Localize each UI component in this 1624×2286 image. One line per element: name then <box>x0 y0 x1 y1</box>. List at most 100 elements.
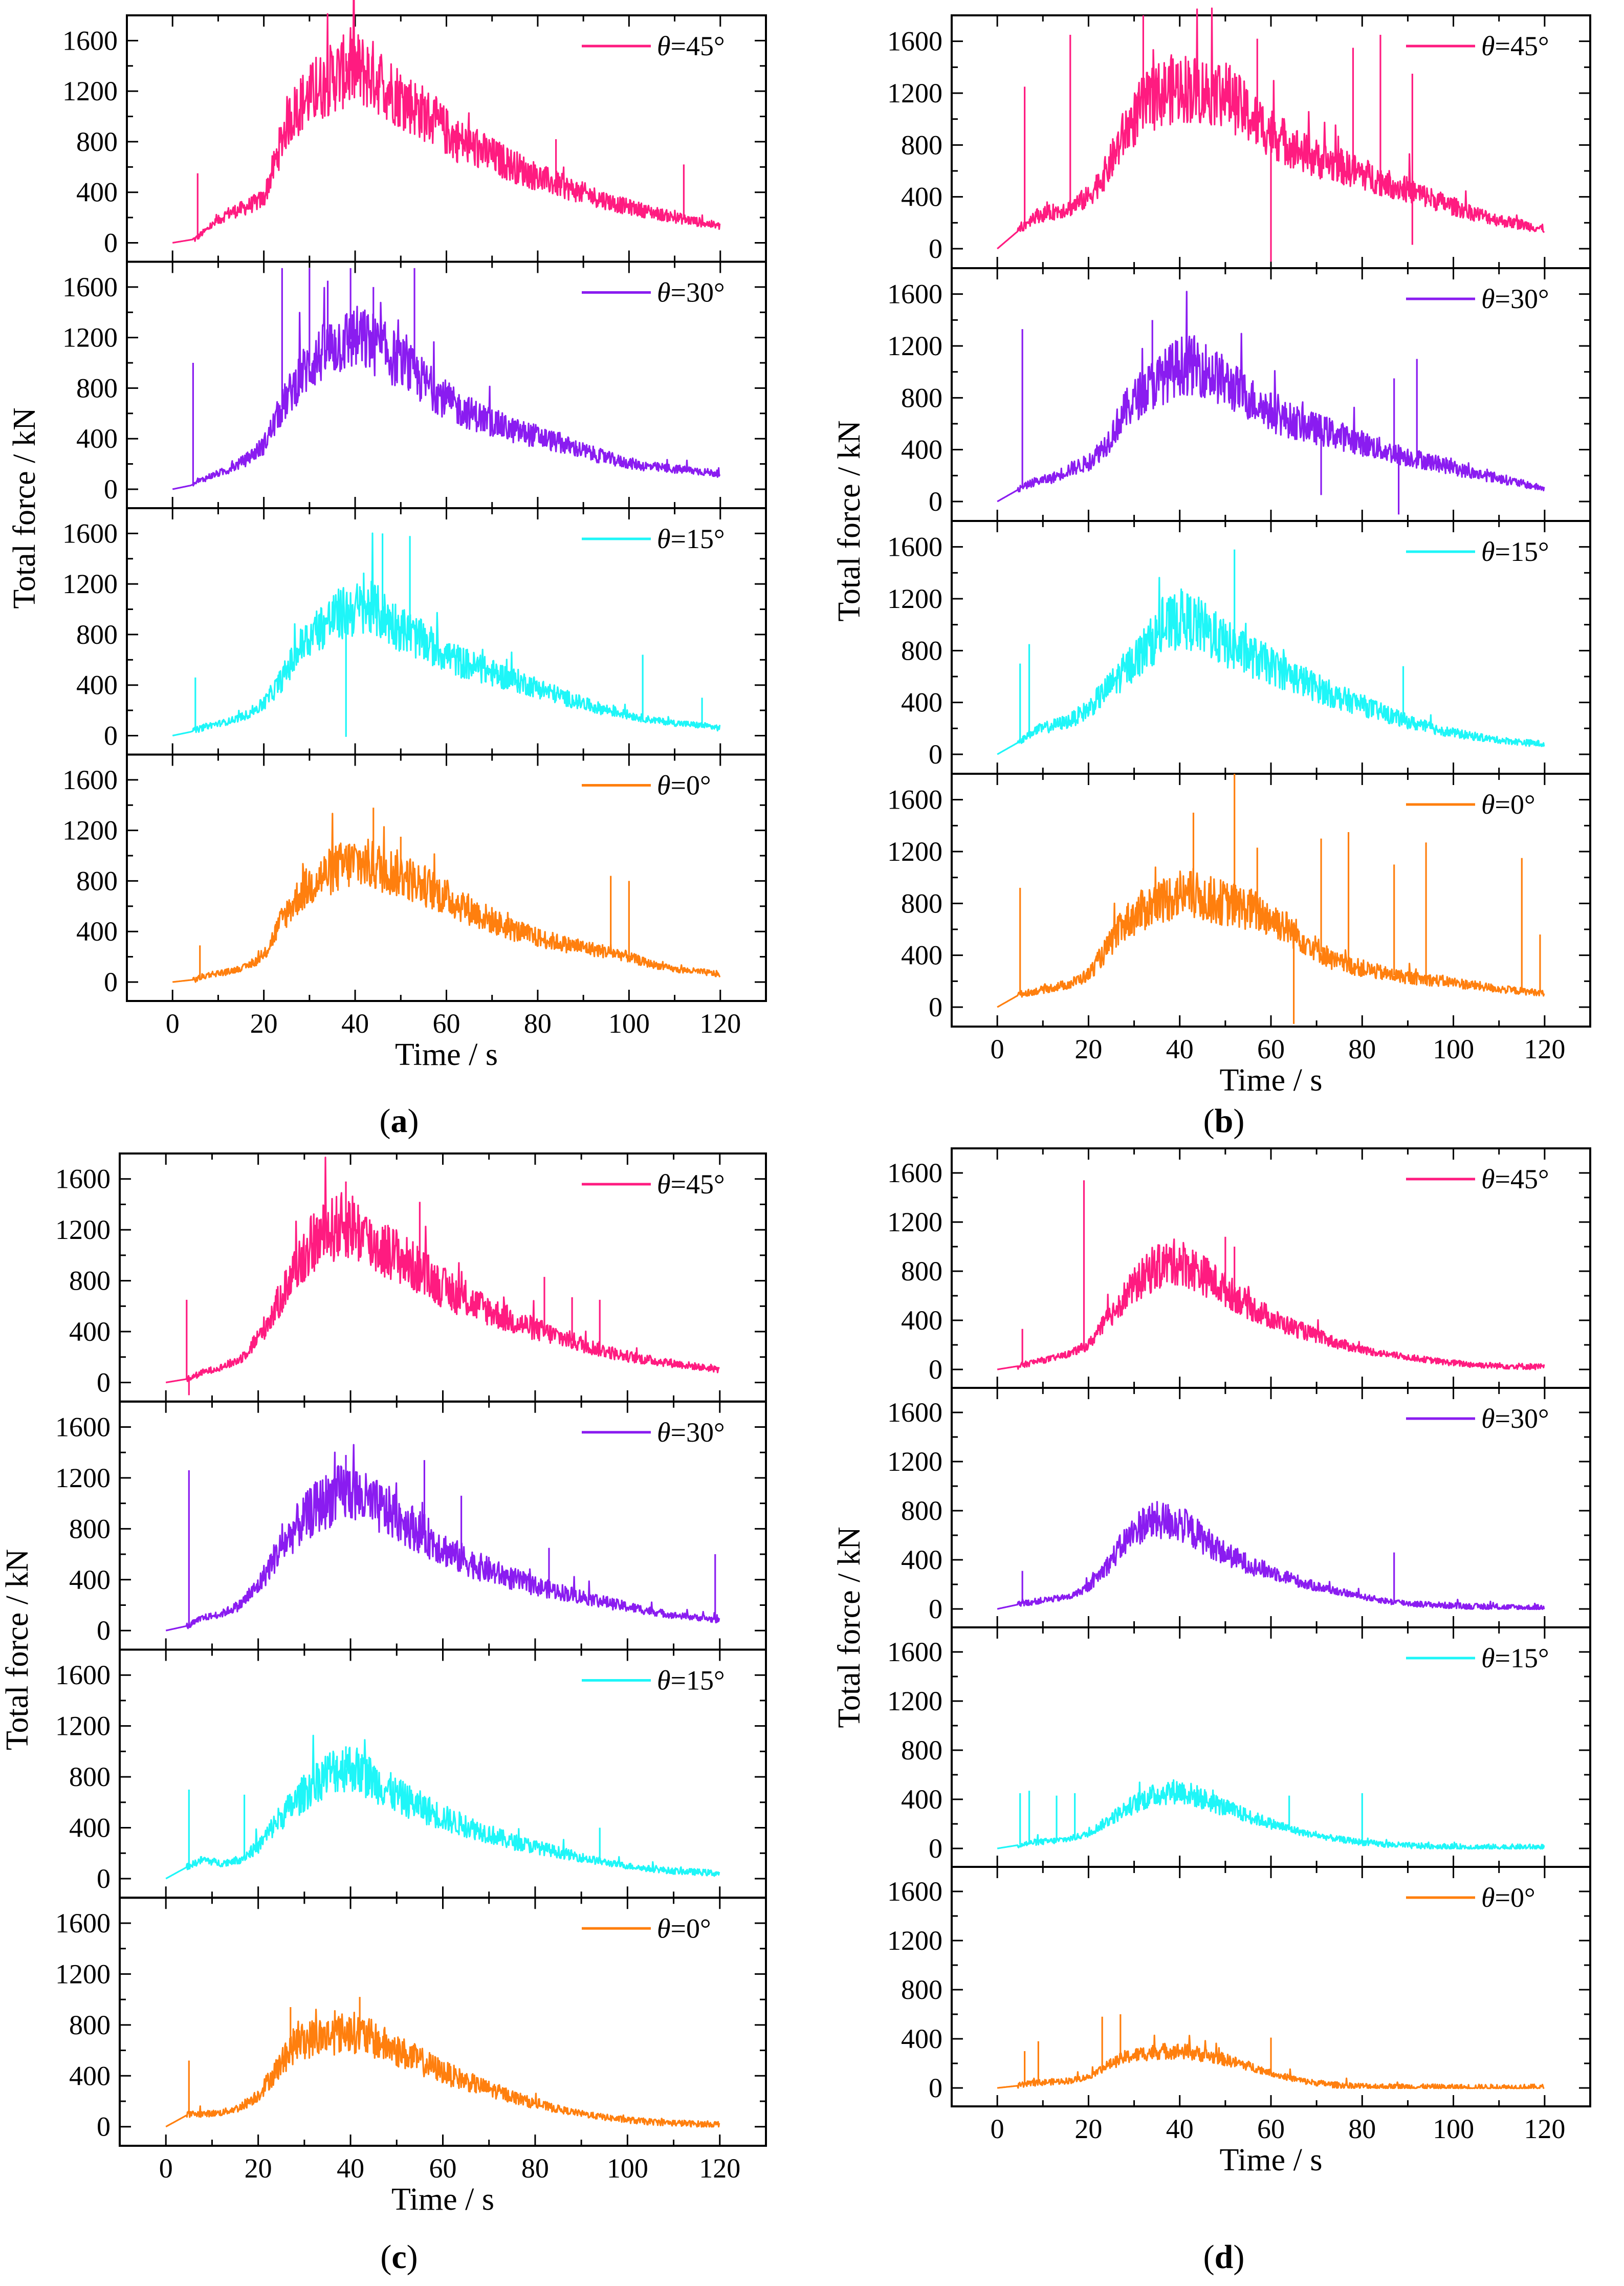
y-tick-label: 800 <box>76 865 118 896</box>
x-tick-label: 120 <box>699 2153 740 2184</box>
y-tick-label: 400 <box>901 1544 942 1575</box>
y-tick-label: 1200 <box>887 836 942 867</box>
x-tick-label: 80 <box>524 1008 552 1039</box>
y-tick-label: 1600 <box>55 1908 111 1939</box>
x-tick-label: 100 <box>608 1008 650 1039</box>
subplot-d-2: 0 400 800 1200 1600 θ=15° <box>887 1626 1591 1868</box>
x-tick-label: 20 <box>250 1008 278 1039</box>
y-tick-label: 1200 <box>55 1214 111 1245</box>
panel-label: (d) <box>1203 2238 1245 2276</box>
y-tick-label: 0 <box>929 1833 942 1864</box>
subplot-a-3: 0 400 800 1200 1600 θ=0° <box>62 753 767 1002</box>
y-axis-title: Total force / kN <box>832 420 867 621</box>
x-tick-label: 100 <box>1433 1034 1474 1064</box>
y-tick-label: 800 <box>901 1495 942 1526</box>
panel-label: (c) <box>380 2238 418 2276</box>
series-line-15deg <box>997 1779 1545 1850</box>
y-tick-label: 1200 <box>62 322 118 353</box>
y-tick-label: 0 <box>97 2111 111 2142</box>
series-line-45deg <box>997 7 1545 250</box>
y-tick-label: 1200 <box>55 1711 111 1741</box>
legend-label: θ=45° <box>1481 31 1549 61</box>
legend-label: θ=45° <box>657 1169 725 1200</box>
y-tick-label: 400 <box>901 182 942 212</box>
y-tick-label: 0 <box>929 2073 942 2103</box>
y-tick-label: 800 <box>76 126 118 157</box>
y-tick-label: 1600 <box>887 1397 942 1428</box>
x-axis-title: Time / s <box>395 1037 498 1072</box>
y-tick-label: 0 <box>929 486 942 517</box>
y-tick-label: 1600 <box>55 1660 111 1690</box>
y-tick-label: 400 <box>69 2060 111 2091</box>
y-tick-label: 400 <box>69 1316 111 1347</box>
y-tick-label: 0 <box>104 967 118 997</box>
y-tick-label: 0 <box>104 227 118 258</box>
x-tick-label: 60 <box>433 1008 460 1039</box>
x-tick-label: 40 <box>337 2153 364 2184</box>
x-tick-label: 80 <box>521 2153 549 2184</box>
y-tick-label: 0 <box>97 1367 111 1398</box>
y-tick-label: 1600 <box>62 272 118 302</box>
x-tick-label: 0 <box>991 2114 1004 2144</box>
x-tick-label: 80 <box>1348 1034 1376 1064</box>
x-axis-title: Time / s <box>1219 2143 1322 2178</box>
y-axis-title: Total force / kN <box>832 1527 867 1728</box>
y-tick-label: 0 <box>104 720 118 751</box>
y-tick-label: 800 <box>69 1266 111 1296</box>
y-tick-label: 1600 <box>887 1158 942 1188</box>
y-tick-label: 400 <box>901 2023 942 2054</box>
y-tick-label: 800 <box>901 1256 942 1287</box>
x-tick-label: 60 <box>429 2153 457 2184</box>
y-tick-label: 0 <box>929 233 942 264</box>
subplot-a-0: 0 400 800 1200 1600 θ=45° <box>62 0 767 263</box>
legend-label: θ=30° <box>657 277 725 308</box>
y-tick-label: 1200 <box>887 1925 942 1956</box>
legend-label: θ=45° <box>657 31 725 61</box>
subplot-d-1: 0 400 800 1200 1600 θ=30° <box>887 1387 1591 1628</box>
series-line-30deg <box>172 287 721 490</box>
y-tick-label: 1600 <box>887 1637 942 1667</box>
y-tick-label: 800 <box>901 635 942 666</box>
y-tick-label: 800 <box>901 1735 942 1766</box>
legend-label: θ=0° <box>1481 1882 1535 1913</box>
x-tick-label: 40 <box>1166 2114 1194 2144</box>
x-tick-label: 120 <box>1524 2114 1565 2144</box>
legend-label: θ=30° <box>1481 1403 1549 1434</box>
y-tick-label: 800 <box>76 373 118 403</box>
x-tick-label: 120 <box>1524 1034 1565 1064</box>
x-axis-title: Time / s <box>391 2182 494 2217</box>
legend-label: θ=0° <box>1481 789 1535 820</box>
y-tick-label: 400 <box>76 916 118 947</box>
legend-label: θ=30° <box>1481 284 1549 314</box>
subplot-c-3: 0 400 800 1200 1600 θ=0° <box>55 1897 767 2147</box>
series-line-15deg <box>172 532 721 737</box>
y-tick-label: 800 <box>901 888 942 919</box>
y-tick-label: 800 <box>901 382 942 413</box>
legend-label: θ=15° <box>1481 536 1549 567</box>
legend-label: θ=45° <box>1481 1164 1549 1194</box>
y-tick-label: 1600 <box>62 518 118 549</box>
y-tick-label: 1600 <box>62 765 118 795</box>
series-line-30deg <box>165 1444 720 1631</box>
series-line-15deg <box>165 1734 720 1880</box>
series-line-30deg <box>997 291 1545 503</box>
subplot-c-2: 0 400 800 1200 1600 θ=15° <box>55 1648 767 1899</box>
y-tick-label: 800 <box>901 1974 942 2005</box>
y-tick-label: 400 <box>901 1305 942 1336</box>
x-tick-label: 20 <box>1074 2114 1102 2144</box>
subplot-d-3: 0 400 800 1200 1600 θ=0° <box>887 1866 1591 2107</box>
y-tick-label: 400 <box>901 1784 942 1815</box>
y-tick-label: 1600 <box>62 25 118 56</box>
y-tick-label: 1600 <box>55 1164 111 1194</box>
y-tick-label: 400 <box>901 434 942 465</box>
y-tick-label: 1200 <box>887 1446 942 1477</box>
panel-label: (b) <box>1203 1102 1245 1140</box>
y-tick-label: 1200 <box>887 1207 942 1237</box>
x-tick-label: 100 <box>1433 2114 1474 2144</box>
y-tick-label: 1600 <box>887 279 942 310</box>
y-tick-label: 0 <box>929 1594 942 1624</box>
x-tick-label: 20 <box>1074 1034 1102 1064</box>
